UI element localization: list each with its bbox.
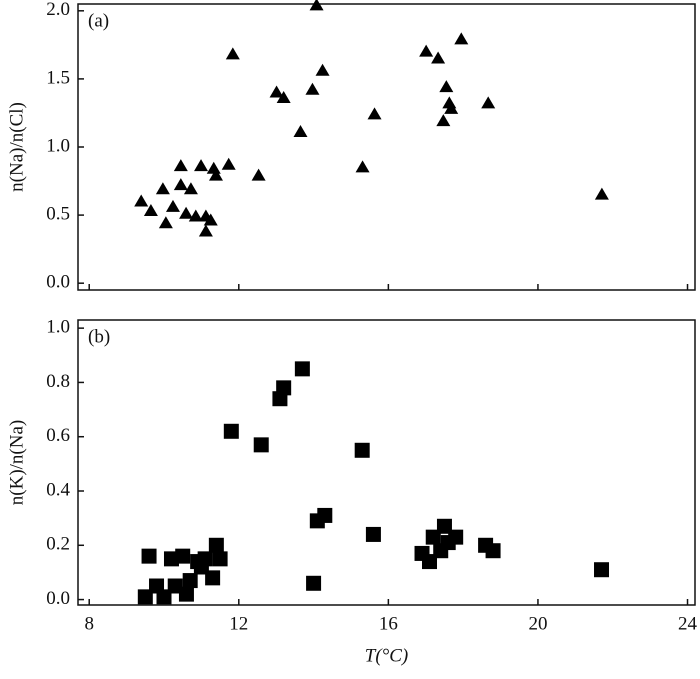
triangle-point [173,159,188,172]
square-point [317,507,333,523]
square-point [178,586,194,602]
y-tick-label: 0.2 [46,534,70,555]
y-tick-label: 0.8 [46,371,70,392]
triangle-point [481,96,496,109]
y-tick-label: 1.0 [46,135,70,156]
triangle-point [305,82,320,95]
triangle-point [206,161,221,174]
x-tick-label: 16 [379,613,398,634]
triangle-point [179,206,194,219]
square-point [197,551,213,567]
x-tick-label: 20 [528,613,547,634]
square-point [212,551,228,567]
x-tick-label: 24 [678,613,698,634]
triangle-point [208,168,223,181]
triangle-point [158,216,173,229]
triangle-point [155,182,170,195]
square-point [208,537,224,553]
triangle-point [221,157,236,170]
triangle-point [203,213,218,226]
square-point [294,361,310,377]
triangle-point [355,160,370,173]
panel-label: (a) [88,10,109,31]
plot-frame [77,3,696,291]
y-tick-label: 1.5 [46,67,70,88]
x-axis-label: T(°C) [365,645,409,666]
y-tick-label: 2.0 [46,0,70,20]
triangle-point [315,63,330,76]
triangle-point [134,194,149,207]
triangle-point [436,114,451,127]
square-point [365,526,381,542]
square-point [354,442,370,458]
y-tick-label: 0.0 [46,588,70,609]
triangle-point [367,107,382,120]
plot-frame [77,319,696,606]
triangle-point [183,182,198,195]
triangle-point [225,47,240,60]
y-tick-label: 1.0 [46,317,70,338]
triangle-point [454,32,469,45]
y-axis-label: n(K)/n(Na) [6,420,27,505]
square-point [205,570,221,586]
y-tick-label: 0.0 [46,272,70,293]
square-point [594,562,610,578]
triangle-point [165,199,180,212]
triangle-point [594,187,609,200]
triangle-point [444,101,459,114]
x-tick-label: 12 [229,613,248,634]
square-point [253,437,269,453]
triangle-point [276,90,291,103]
square-point [448,529,464,545]
triangle-point [188,209,203,222]
square-point [485,543,501,559]
y-axis-label: n(Na)/n(Cl) [6,102,27,192]
y-tick-label: 0.5 [46,203,70,224]
x-tick-label: 8 [84,613,94,634]
square-point [276,380,292,396]
square-point [175,548,191,564]
square-point [223,423,239,439]
triangle-point [198,224,213,237]
triangle-point [309,0,324,11]
square-point [182,573,198,589]
square-point [306,575,322,591]
square-point [141,548,157,564]
triangle-point [251,168,266,181]
triangle-point [439,80,454,93]
triangle-point [431,51,446,64]
y-tick-label: 0.6 [46,425,70,446]
triangle-point [269,85,284,98]
triangle-point [419,44,434,57]
panel-label: (b) [88,326,110,347]
triangle-point [194,159,209,172]
triangle-point [143,204,158,217]
triangle-point [293,125,308,138]
y-tick-label: 0.4 [46,479,70,500]
triangle-point [173,178,188,191]
